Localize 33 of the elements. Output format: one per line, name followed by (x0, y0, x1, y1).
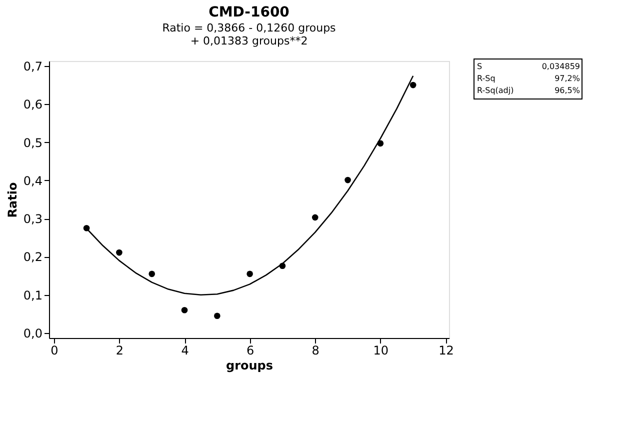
x-tick-label: 10 (373, 344, 389, 358)
point (410, 82, 416, 88)
y-tick-label: 0,3 (23, 212, 42, 226)
point (312, 214, 318, 221)
y-axis-title: Ratio (5, 182, 20, 218)
point (181, 306, 188, 314)
y-tick-label: 0,4 (23, 174, 42, 188)
x-tick-label: 8 (312, 344, 320, 358)
text: S (477, 62, 482, 71)
x-tick-label: 4 (181, 344, 189, 358)
x-tick-label: 0 (50, 344, 58, 358)
point (214, 312, 220, 320)
chart-title: CMD-1600 (208, 4, 290, 20)
y-tick-label: 0,2 (23, 250, 42, 264)
chart-subtitle: Ratio = 0,3866 - 0,1260 groups + 0,01383 groups**2 (162, 22, 336, 48)
text: R-Sq(adj) (477, 86, 514, 95)
point (148, 270, 156, 278)
point (116, 249, 122, 256)
point (246, 270, 253, 278)
y-tick-label: 0,0 (23, 326, 42, 341)
y-tick-label: 0,1 (23, 288, 42, 302)
x-tick-label: 6 (246, 344, 254, 358)
text: 96,5% (554, 86, 580, 95)
text: 97,2% (554, 74, 580, 83)
x-tick-label: 12 (438, 344, 454, 358)
text: R-Sq (477, 74, 496, 83)
y-tick-label: 0,7 (23, 59, 42, 74)
y-tick-label: 0,6 (23, 98, 42, 112)
text: 0,034859 (542, 62, 580, 71)
x-tick-label: 2 (116, 344, 124, 358)
x-axis-title: groups (226, 358, 274, 372)
point (344, 176, 351, 184)
y-tick-label: 0,5 (23, 136, 42, 150)
